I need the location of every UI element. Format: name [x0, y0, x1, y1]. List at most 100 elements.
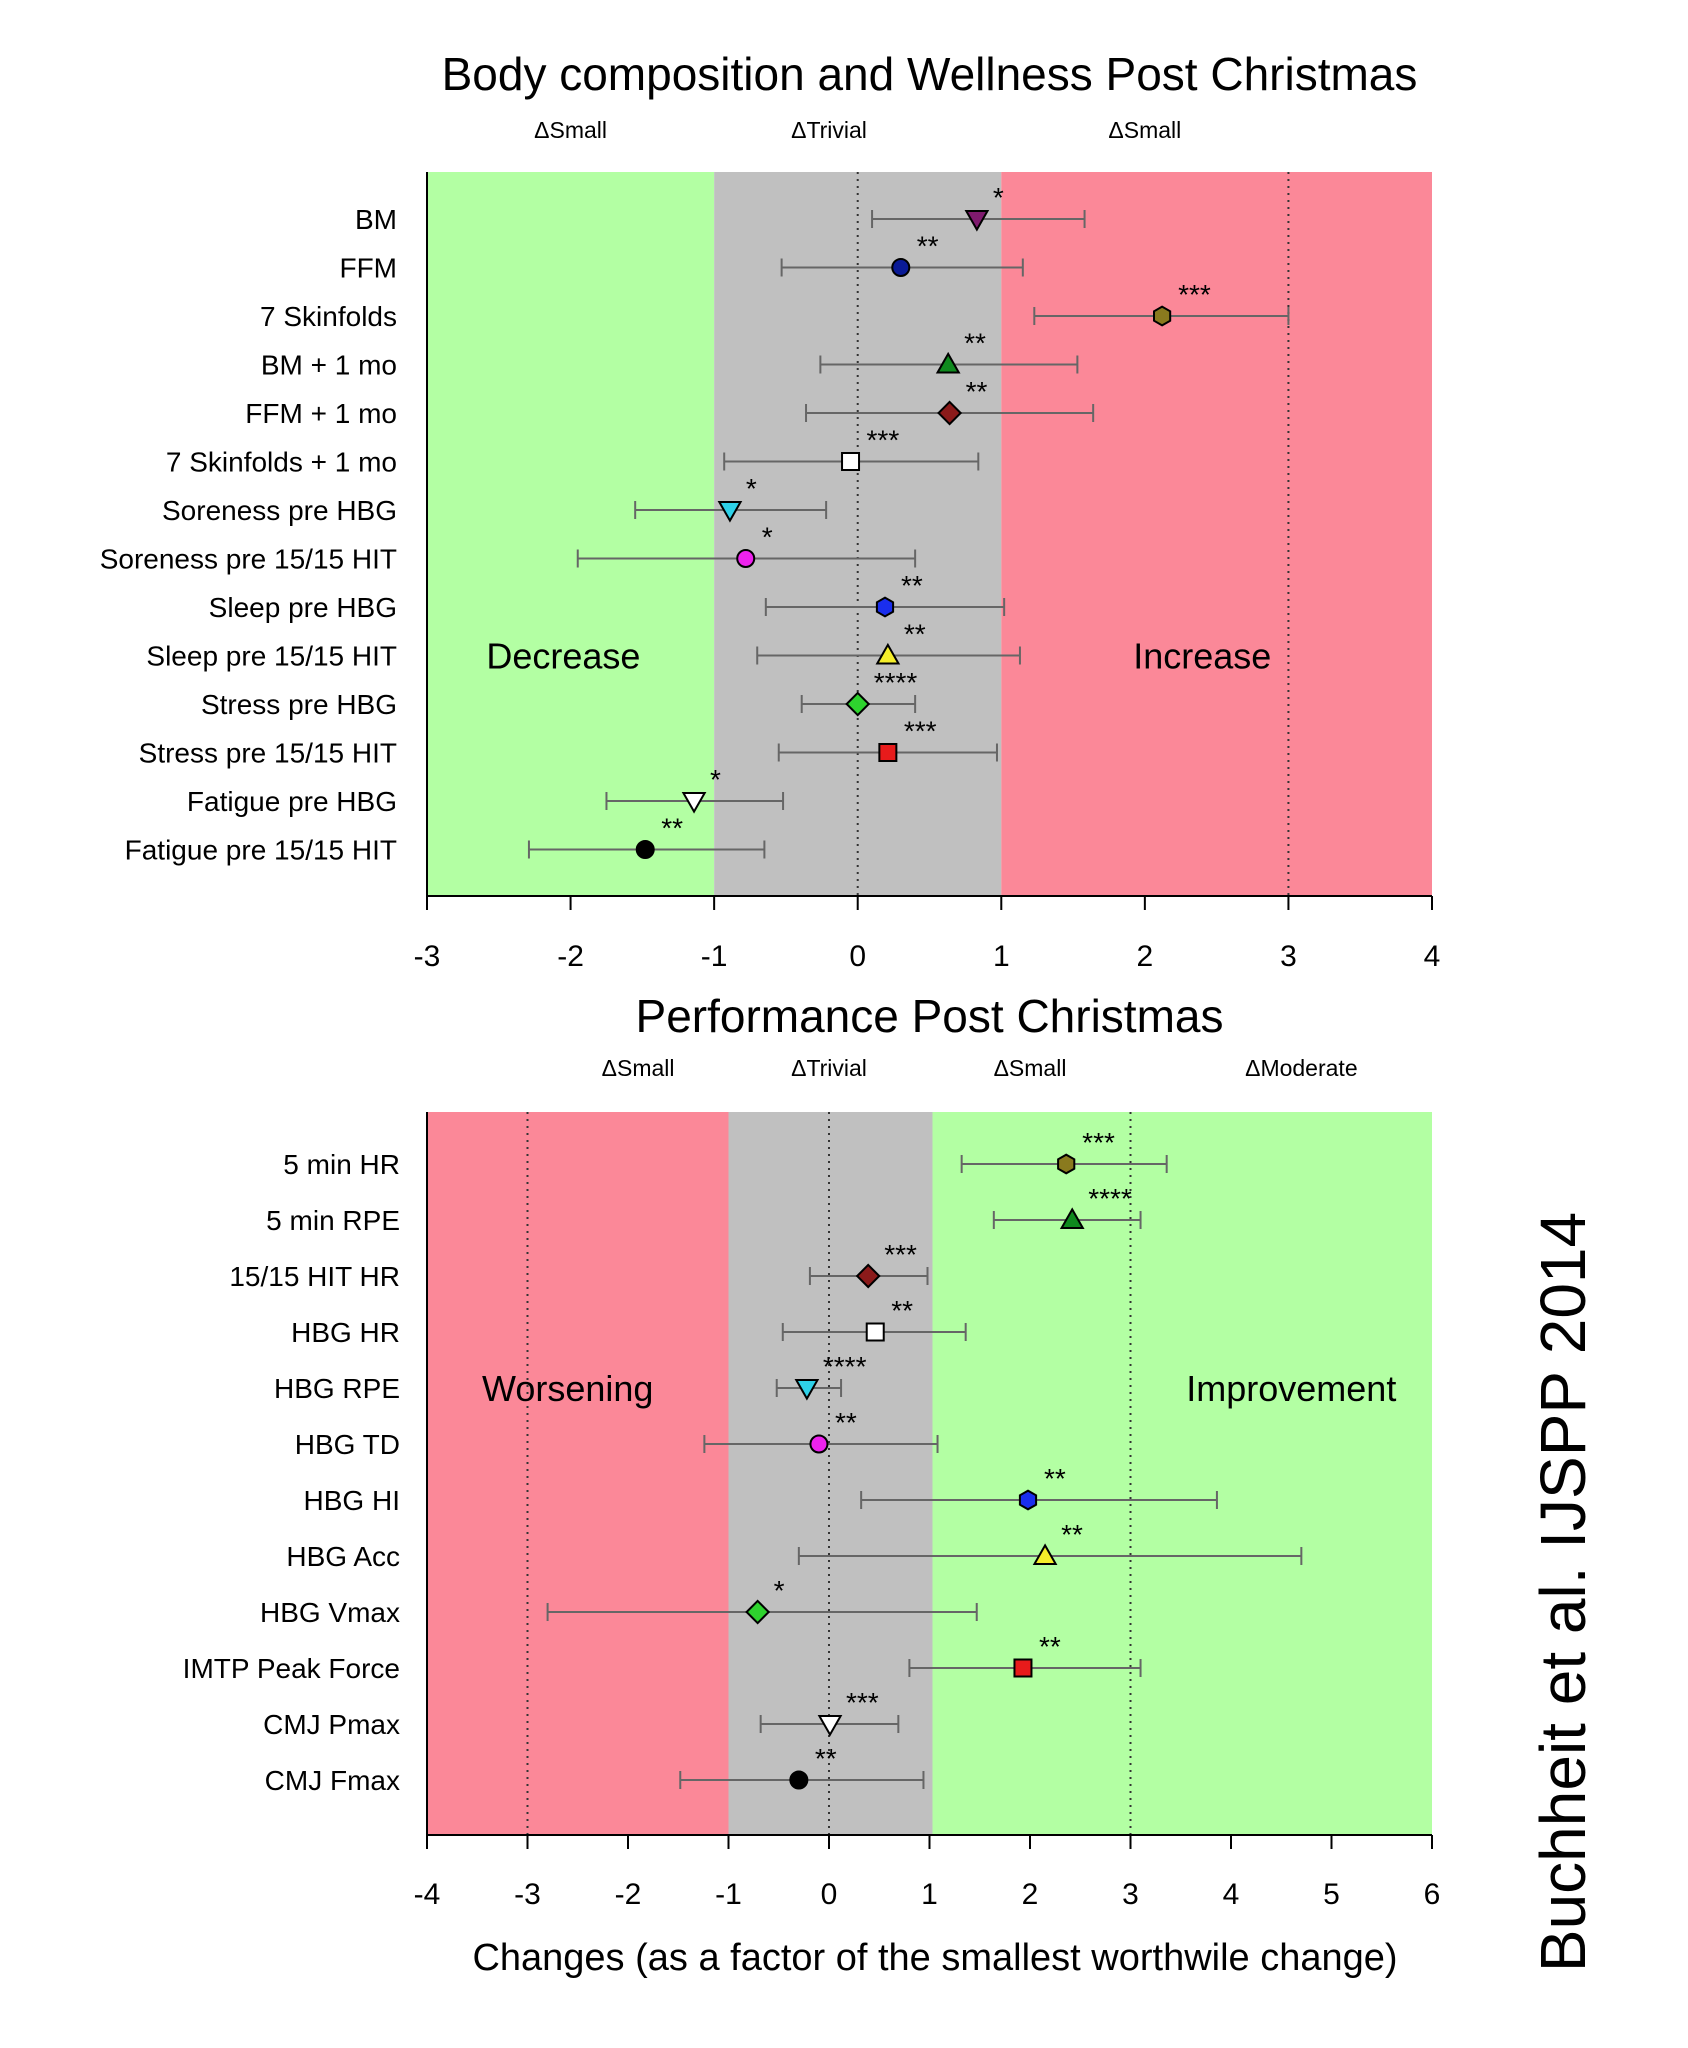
chart1-significance-label: ** [891, 1295, 913, 1326]
chart1-significance-label: **** [823, 1351, 867, 1382]
chart1-significance-label: ** [1061, 1519, 1083, 1550]
chart0-significance-label: *** [904, 716, 937, 747]
chart1-significance-label: *** [846, 1687, 879, 1718]
chart1-data-point [789, 1770, 809, 1790]
chart1-category-label: HBG Vmax [260, 1597, 400, 1628]
chart0-category-label: 7 Skinfolds + 1 mo [166, 447, 397, 478]
chart0-band-1 [714, 172, 1002, 896]
chart1-data-point [1059, 1207, 1085, 1229]
chart1-category-label: HBG HI [304, 1485, 400, 1516]
chart1-category-label: HBG HR [291, 1317, 400, 1348]
chart1-data-point [1032, 1543, 1058, 1565]
chart0-significance-label: ** [904, 619, 926, 650]
chart0-significance-label: ** [917, 231, 939, 262]
chart1-category-label: 5 min RPE [266, 1205, 400, 1236]
chart0-data-point [736, 549, 756, 568]
chart0-x-tick-label: 1 [993, 940, 1010, 973]
x-axis-label: Changes (as a factor of the smallest wor… [472, 1937, 1397, 1979]
chart0-significance-label: ** [964, 328, 986, 359]
chart1-significance-label: ** [1039, 1631, 1061, 1662]
chart1-x-tick-label: 5 [1323, 1878, 1340, 1911]
chart0-x-tick-label: 0 [849, 940, 866, 973]
chart1-x-tick-label: 3 [1122, 1878, 1139, 1911]
chart0-category-label: FFM + 1 mo [245, 398, 397, 429]
chart1-zone-label-3: ΔModerate [1245, 1055, 1358, 1081]
chart1-band-1 [728, 1112, 933, 1835]
performance-chart: Performance Post Christmas ΔSmall ΔTrivial… [183, 990, 1441, 1911]
chart1-category-label: HBG Acc [286, 1541, 400, 1572]
chart1-x-tick-label: 0 [821, 1878, 838, 1911]
chart0-data-point [935, 351, 961, 374]
chart1-significance-label: **** [1088, 1183, 1132, 1214]
chart0-x-tick-label: 3 [1280, 940, 1297, 973]
chart0-band-2 [1001, 172, 1432, 896]
chart0-category-label: Soreness pre HBG [162, 495, 397, 526]
chart0-significance-label: ** [901, 570, 923, 601]
chart1-band-2 [932, 1112, 1432, 1835]
chart0-category-label: Fatigue pre 15/15 HIT [125, 835, 397, 866]
chart0-x-tick-label: -3 [414, 940, 441, 973]
chart1-category-label: 5 min HR [283, 1149, 400, 1180]
chart1-data-point [745, 1599, 771, 1625]
chart1-x-tick-label: 1 [921, 1878, 938, 1911]
chart0-significance-label: * [710, 764, 721, 795]
chart1-category-label: IMTP Peak Force [183, 1653, 400, 1684]
chart0-x-tick-label: -1 [701, 940, 728, 973]
chart0-zone-label-0: ΔSmall [534, 117, 607, 143]
chart0-data-point [875, 596, 895, 618]
chart1-significance-label: ** [1044, 1463, 1066, 1494]
chart1-category-label: 15/15 HIT HR [229, 1261, 400, 1292]
chart0-category-label: Fatigue pre HBG [187, 786, 397, 817]
chart1-category-label: CMJ Fmax [265, 1765, 400, 1796]
chart1-x-tick-label: -4 [414, 1878, 441, 1911]
chart0-title: Body composition and Wellness Post Chris… [442, 48, 1418, 100]
chart0-category-label: FFM [339, 253, 397, 284]
chart1-category-label: HBG RPE [274, 1373, 400, 1404]
chart0-significance-label: ** [661, 813, 683, 844]
chart1-x-tick-label: -3 [514, 1878, 541, 1911]
chart1-zone-label-2: ΔSmall [994, 1055, 1067, 1081]
body-composition-chart: Body composition and Wellness Post Chris… [100, 48, 1441, 973]
chart1-data-point [817, 1715, 843, 1737]
chart1-x-tick-label: -2 [615, 1878, 642, 1911]
chart0-category-label: Stress pre 15/15 HIT [139, 738, 397, 769]
chart1-x-tick-label: 6 [1424, 1878, 1441, 1911]
chart0-significance-label: * [762, 522, 773, 553]
chart0-significance-label: * [746, 473, 757, 504]
chart0-x-tick-label: 4 [1424, 940, 1441, 973]
chart1-data-point [1057, 1153, 1076, 1175]
chart0-data-point [717, 501, 743, 523]
chart1-data-point [855, 1263, 881, 1289]
chart0-data-point [964, 210, 990, 232]
chart0-band-0 [427, 172, 715, 896]
chart1-zone-label-1: ΔTrivial [791, 1055, 867, 1081]
chart0-category-label: Sleep pre 15/15 HIT [146, 641, 397, 672]
chart1-x-tick-label: -1 [715, 1878, 742, 1911]
chart0-x-tick-label: -2 [557, 940, 584, 973]
chart1-data-point [1018, 1489, 1038, 1511]
chart0-significance-label: **** [874, 667, 918, 698]
chart0-significance-label: ** [966, 376, 988, 407]
chart0-category-label: BM + 1 mo [261, 350, 397, 381]
chart0-category-label: 7 Skinfolds [260, 301, 397, 332]
chart0-region-label-1: Increase [1133, 636, 1271, 677]
chart1-significance-label: ** [815, 1743, 837, 1774]
chart0-data-point [1153, 305, 1172, 327]
chart0-significance-label: *** [1178, 279, 1211, 310]
chart1-data-point [809, 1434, 829, 1454]
chart1-data-point [794, 1379, 820, 1401]
chart0-category-label: Stress pre HBG [201, 689, 397, 720]
chart0-category-label: Sleep pre HBG [209, 592, 397, 623]
chart0-significance-label: * [993, 182, 1004, 213]
chart0-data-point [891, 258, 911, 277]
chart0-significance-label: *** [867, 425, 900, 456]
chart1-x-tick-label: 4 [1223, 1878, 1240, 1911]
chart1-category-label: HBG TD [295, 1429, 400, 1460]
chart0-data-point [937, 400, 963, 426]
chart0-data-point [841, 452, 861, 471]
chart0-region-label-0: Decrease [486, 636, 640, 677]
chart0-data-point [681, 792, 707, 814]
chart1-region-label-1: Improvement [1186, 1368, 1396, 1409]
chart1-significance-label: * [774, 1575, 785, 1606]
